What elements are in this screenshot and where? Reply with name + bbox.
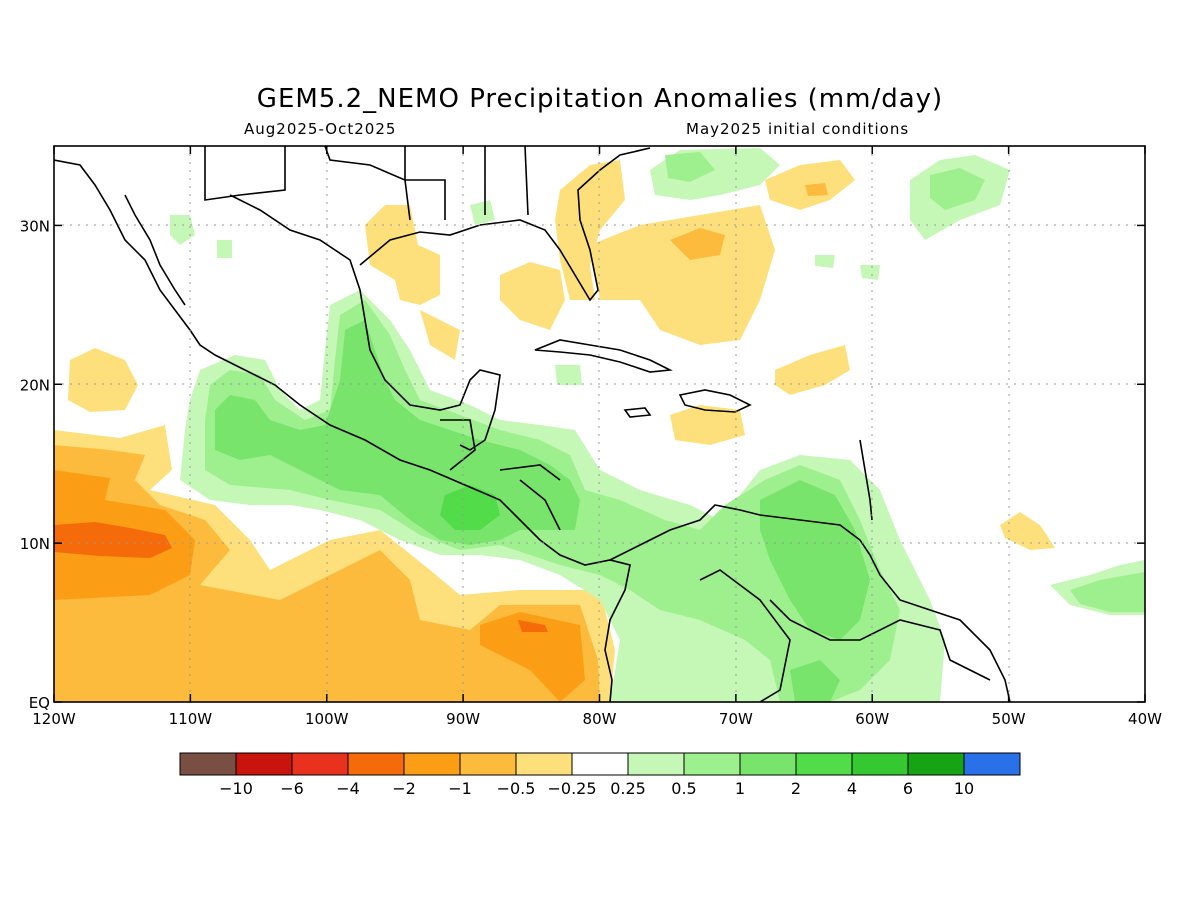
- colorbar-label: 6: [903, 779, 913, 798]
- colorbar-label: 0.25: [610, 779, 646, 798]
- dry-region-gulf: [365, 160, 1055, 702]
- map-title: GEM5.2_NEMO Precipitation Anomalies (mm/…: [256, 84, 944, 114]
- colorbar-label: −2: [392, 779, 416, 798]
- colorbar-labels: −10 −6 −4 −2 −1 −0.5 −0.25 0.25 0.5 1 2 4 6 10: [219, 779, 974, 798]
- colorbar-label: 10: [954, 779, 974, 798]
- colorbar-label: −6: [280, 779, 304, 798]
- colorbar-swatch: [515, 752, 573, 776]
- colorbar-swatch: [683, 752, 741, 776]
- wet-core-central-america: [440, 485, 500, 530]
- colorbar: [179, 752, 1021, 776]
- x-tick-label: 110W: [169, 710, 213, 728]
- x-tick-label: 40W: [1128, 710, 1162, 728]
- colorbar-label: −0.5: [497, 779, 536, 798]
- colorbar-label: −10: [219, 779, 253, 798]
- y-tick-label: 20N: [20, 376, 50, 394]
- x-tick-label: 80W: [583, 710, 617, 728]
- colorbar-swatch: [739, 752, 797, 776]
- colorbar-label: 1: [735, 779, 745, 798]
- y-tick-label: 10N: [20, 535, 50, 553]
- axis-ticks: [53, 146, 1146, 703]
- init-conditions-label: May2025 initial conditions: [686, 120, 910, 138]
- x-tick-label: 100W: [305, 710, 349, 728]
- x-tick-label: 60W: [855, 710, 889, 728]
- colorbar-swatch: [963, 752, 1021, 776]
- colorbar-swatch: [235, 752, 293, 776]
- colorbar-label: 4: [847, 779, 857, 798]
- wet-region-central-america-3: [215, 320, 870, 702]
- x-tick-label: 50W: [992, 710, 1026, 728]
- x-tick-label: 90W: [446, 710, 480, 728]
- grid-lines: [54, 146, 1145, 702]
- y-tick-label: EQ: [29, 694, 50, 712]
- colorbar-swatch: [179, 752, 237, 776]
- colorbar-swatch: [907, 752, 965, 776]
- dry-core-pacific: [54, 522, 548, 632]
- dry-region-west: [68, 348, 138, 412]
- y-tick-label: 30N: [20, 217, 50, 235]
- colorbar-swatch: [459, 752, 517, 776]
- colorbar-swatch: [571, 752, 629, 776]
- colorbar-label: 0.5: [671, 779, 696, 798]
- anomaly-field: [54, 148, 1145, 702]
- colorbar-swatch: [795, 752, 853, 776]
- wet-region-central-america: [170, 148, 1145, 702]
- dry-region-pacific-3: [54, 470, 585, 702]
- y-axis-labels: EQ 10N 20N 30N: [20, 217, 50, 712]
- colorbar-swatch: [627, 752, 685, 776]
- dry-region-pacific-2: [54, 445, 600, 702]
- colorbar-label: 2: [791, 779, 801, 798]
- period-label: Aug2025-Oct2025: [244, 120, 397, 138]
- dry-core-atlantic: [670, 183, 828, 260]
- colorbar-swatch: [291, 752, 349, 776]
- colorbar-label: −4: [336, 779, 360, 798]
- colorbar-label: −1: [448, 779, 472, 798]
- coastlines: [54, 146, 1011, 702]
- x-axis-labels: 120W 110W 100W 90W 80W 70W 60W 50W 40W: [32, 710, 1162, 728]
- x-tick-label: 120W: [32, 710, 76, 728]
- colorbar-swatch: [347, 752, 405, 776]
- colorbar-swatch: [851, 752, 909, 776]
- colorbar-label: −0.25: [547, 779, 596, 798]
- colorbar-swatch: [403, 752, 461, 776]
- x-tick-label: 70W: [719, 710, 753, 728]
